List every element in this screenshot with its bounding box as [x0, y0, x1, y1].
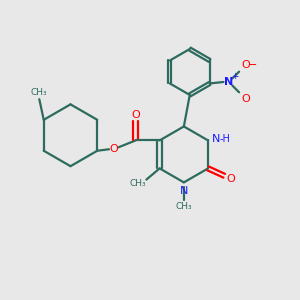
Text: CH₃: CH₃	[130, 178, 146, 188]
Text: -H: -H	[220, 134, 231, 144]
Text: +: +	[232, 72, 239, 81]
Text: O: O	[241, 94, 250, 104]
Text: O: O	[109, 144, 118, 154]
Text: N: N	[212, 134, 220, 144]
Text: CH₃: CH₃	[31, 88, 48, 97]
Text: −: −	[248, 60, 257, 70]
Text: CH₃: CH₃	[176, 202, 192, 211]
Text: N: N	[180, 186, 188, 196]
Text: O: O	[241, 60, 250, 70]
Text: O: O	[131, 110, 140, 120]
Text: O: O	[226, 174, 235, 184]
Text: N: N	[224, 77, 233, 87]
